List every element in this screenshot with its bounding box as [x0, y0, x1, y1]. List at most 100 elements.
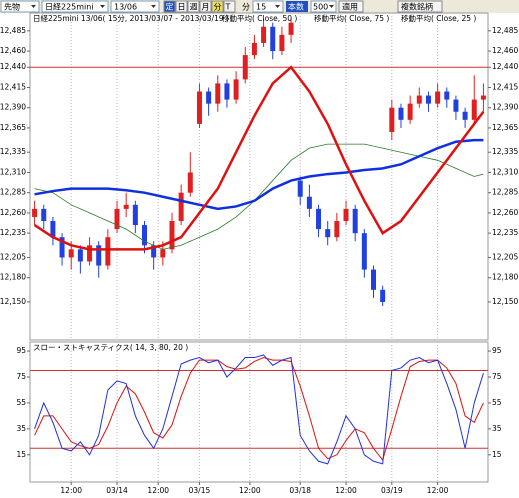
interval-select[interactable] — [252, 0, 284, 13]
candle-body — [361, 233, 367, 270]
count: 500 — [313, 3, 328, 12]
contract-select[interactable] — [110, 0, 160, 13]
y-tick-label: 12,260 — [492, 208, 518, 217]
y-tick-label: 35 — [492, 424, 502, 433]
candle-body — [380, 289, 386, 302]
candle-body — [480, 95, 486, 100]
y-tick-label: 12,205 — [0, 252, 26, 261]
candle-body — [169, 221, 175, 250]
x-tick-label: 12:00 — [427, 486, 449, 495]
x-tick-label: 03/15 — [189, 486, 211, 495]
candle-body — [196, 91, 202, 124]
candle-body — [453, 99, 459, 112]
candle-body — [270, 26, 276, 52]
candle-body — [389, 107, 395, 132]
count-button[interactable] — [286, 1, 308, 12]
period-button[interactable] — [211, 0, 224, 13]
candle-body — [352, 208, 358, 234]
main-frame — [29, 12, 489, 341]
y-tick-label: 15 — [16, 450, 26, 459]
candle-body — [242, 55, 248, 80]
y-tick-label: 12,485 — [492, 26, 518, 35]
symbol: 日経225mini — [45, 2, 94, 12]
candle-body — [279, 34, 285, 52]
candle-body — [105, 237, 111, 266]
market: 先物 — [4, 2, 20, 12]
y-tick-label: 75 — [492, 372, 502, 381]
y-tick-label: 12,390 — [492, 103, 518, 112]
period-button[interactable] — [223, 0, 236, 13]
period-button[interactable] — [175, 0, 188, 13]
count-select[interactable] — [310, 0, 337, 13]
period-button[interactable] — [199, 0, 212, 13]
stoch-line — [34, 354, 484, 465]
y-tick-label: 95 — [16, 346, 26, 355]
y-tick-label: 12,150 — [492, 297, 518, 306]
candle-body — [251, 42, 257, 56]
candle-body — [41, 208, 47, 222]
y-tick-label: 12,335 — [492, 147, 518, 156]
candle-body — [297, 180, 303, 197]
legend-entry: 移動平均( Close, 25 ) — [401, 13, 476, 23]
y-tick-label: 15 — [492, 450, 502, 459]
y-tick-label: 12,285 — [492, 188, 518, 197]
x-tick-label: 12:00 — [60, 486, 82, 495]
x-tick-label: 03/19 — [381, 486, 403, 495]
candle-body — [178, 192, 184, 222]
candle-body — [123, 204, 129, 209]
symbol-select[interactable] — [41, 0, 109, 13]
y-tick-label: 55 — [16, 398, 26, 407]
y-tick-label: 12,180 — [0, 273, 26, 282]
y-tick-label: 12,440 — [0, 62, 26, 71]
moving-average — [34, 143, 484, 250]
candle-body — [425, 95, 431, 104]
y-tick-label: 75 — [16, 372, 26, 381]
y-tick-label: 12,335 — [0, 147, 26, 156]
candle-body — [32, 208, 38, 217]
candle-body — [142, 225, 147, 246]
y-tick-label: 12,205 — [492, 252, 518, 261]
market-select[interactable] — [0, 0, 40, 13]
candle-body — [316, 208, 322, 230]
candle-body — [261, 26, 267, 43]
apply-button[interactable] — [338, 0, 364, 13]
candle-body — [160, 249, 166, 258]
candle-body — [435, 91, 441, 104]
candle-body — [68, 249, 74, 258]
y-tick-label: 12,390 — [0, 103, 26, 112]
y-tick-label: 12,365 — [492, 123, 518, 132]
y-tick-label: 12,150 — [0, 297, 26, 306]
multi: 複数銘柄 — [401, 2, 433, 12]
y-tick-label: 12,365 — [0, 123, 26, 132]
candle-body — [343, 208, 349, 222]
candle-body — [87, 245, 93, 262]
candle-body — [187, 172, 193, 193]
period-button[interactable] — [187, 0, 200, 13]
candle-body — [215, 83, 221, 104]
candle-body — [206, 91, 212, 104]
multi-button[interactable] — [397, 0, 443, 13]
toolbar-items: 先物 日経225mini 13/06 分 15 本数 500 適用 複数銘柄 — [0, 0, 443, 13]
y-tick-label: 12,285 — [0, 188, 26, 197]
y-tick-label: 95 — [492, 346, 502, 355]
candle-body — [151, 245, 157, 258]
unit: 分 — [242, 3, 250, 12]
y-tick-label: 12,180 — [492, 273, 518, 282]
candle-body — [334, 221, 340, 238]
candle-body — [233, 79, 239, 100]
candle-body — [407, 103, 413, 120]
period-button-label: 週 — [190, 3, 198, 12]
y-tick-label: 12,260 — [0, 208, 26, 217]
moving-average — [33, 65, 485, 251]
y-tick-label: 12,310 — [492, 167, 518, 176]
panel-title: スロー・ストキャスティクス( 14, 3, 80, 20 ) — [33, 343, 188, 352]
x-tick-label: 12:00 — [335, 486, 357, 495]
period-button[interactable] — [163, 0, 176, 13]
y-tick-label: 12,485 — [0, 26, 26, 35]
legend-entry: 移動平均( Close, 75 ) — [314, 13, 389, 23]
y-tick-label: 12,235 — [0, 228, 26, 237]
y-tick-label: 12,440 — [492, 62, 518, 71]
candle-body — [416, 95, 422, 104]
candle-body — [77, 249, 83, 262]
candle-body — [50, 221, 56, 238]
